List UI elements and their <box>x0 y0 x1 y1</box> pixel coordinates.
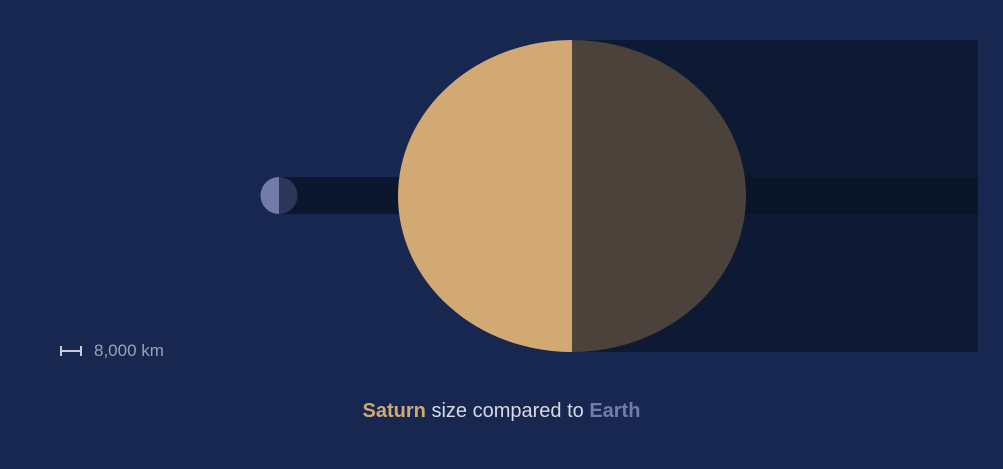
caption-planet-name: Saturn <box>362 400 426 422</box>
earth-shadow-half <box>279 177 298 214</box>
comparison-caption: Saturn size compared to Earth <box>0 400 1003 423</box>
ruler-icon <box>60 346 82 356</box>
earth-planet <box>260 177 298 214</box>
saturn-shadow-half <box>572 40 746 352</box>
caption-middle-text: size compared to <box>425 400 590 422</box>
saturn-planet <box>398 40 746 352</box>
scale-label: 8,000 km <box>94 341 164 360</box>
scale-indicator: 8,000 km <box>60 341 164 361</box>
caption-reference-name: Earth <box>589 400 641 422</box>
earth-lit-half <box>260 177 279 214</box>
saturn-lit-half <box>398 40 572 352</box>
